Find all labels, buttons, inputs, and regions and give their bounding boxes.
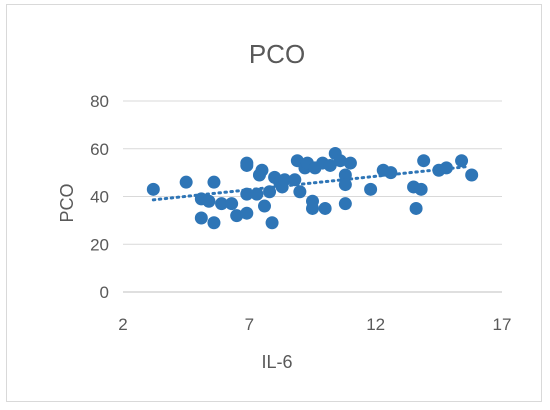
data-point <box>265 216 279 230</box>
data-point <box>207 175 221 189</box>
data-point <box>255 163 269 177</box>
y-tick-label: 60 <box>90 140 109 159</box>
x-tick-label: 17 <box>493 315 512 334</box>
gridlines <box>123 100 502 245</box>
data-point <box>455 154 469 168</box>
data-point <box>306 194 319 208</box>
data-point <box>278 173 292 187</box>
y-tick-label: 0 <box>100 283 109 302</box>
data-point <box>240 187 254 201</box>
data-point <box>323 158 337 172</box>
data-point <box>364 182 378 196</box>
y-tick-label: 20 <box>90 235 109 254</box>
data-point <box>417 154 431 168</box>
data-point <box>338 178 352 192</box>
data-point <box>240 158 254 172</box>
data-point <box>263 185 277 199</box>
x-tick-label: 7 <box>245 315 254 334</box>
y-tick-labels: 0 20 40 60 80 <box>90 92 109 302</box>
data-point <box>409 201 423 215</box>
data-point <box>146 182 160 196</box>
data-point <box>333 154 347 168</box>
y-tick-label: 40 <box>90 188 109 207</box>
x-tick-labels: 2 7 12 17 <box>118 315 511 334</box>
data-point <box>288 173 302 187</box>
data-point <box>230 209 244 223</box>
data-point <box>250 187 264 201</box>
data-point <box>207 216 221 230</box>
x-axis-label: IL-6 <box>261 352 292 372</box>
data-point <box>439 161 453 175</box>
data-point <box>202 194 216 208</box>
x-tick-label: 12 <box>366 315 385 334</box>
data-point <box>338 168 352 182</box>
data-point <box>194 211 208 225</box>
data-point <box>179 175 193 189</box>
data-point <box>338 197 352 211</box>
data-point <box>215 197 229 211</box>
chart-frame: PCO 0 20 40 60 80 2 7 12 17 IL-6 PCO <box>6 4 542 402</box>
x-tick-label: 2 <box>118 315 127 334</box>
data-point <box>318 201 332 215</box>
data-point <box>343 156 357 170</box>
y-tick-label: 80 <box>90 92 109 111</box>
data-point <box>225 197 239 211</box>
data-points <box>146 147 479 230</box>
data-point <box>293 185 307 199</box>
data-point <box>257 199 271 213</box>
scatter-chart: PCO 0 20 40 60 80 2 7 12 17 IL-6 PCO <box>57 39 511 372</box>
data-point <box>414 182 428 196</box>
data-point <box>465 168 479 182</box>
chart-title: PCO <box>249 39 305 69</box>
data-point <box>384 166 398 180</box>
data-point <box>240 206 254 220</box>
y-axis-label: PCO <box>57 183 77 222</box>
